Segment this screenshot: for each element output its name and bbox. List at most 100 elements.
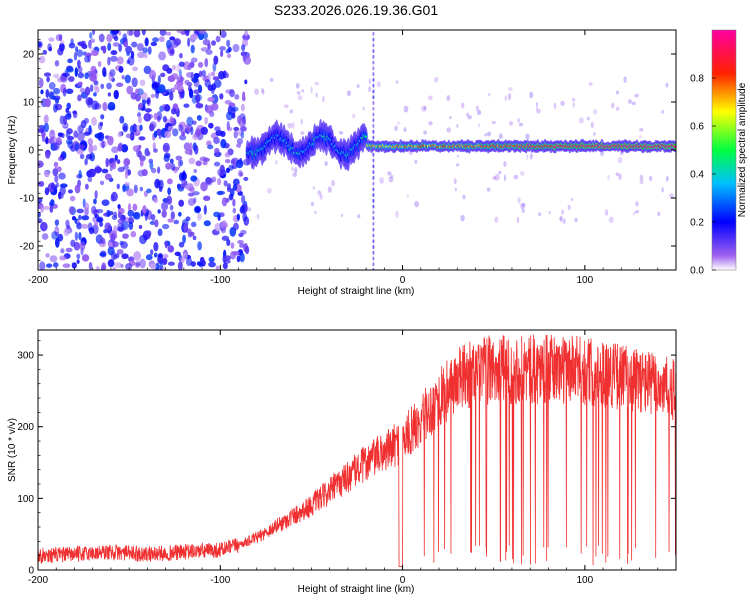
heatmap-cell	[106, 82, 112, 90]
heatmap-cell	[494, 216, 499, 223]
heatmap-cell	[75, 46, 79, 53]
heatmap-cell	[388, 176, 394, 183]
heatmap-cell	[67, 76, 75, 82]
heatmap-cell	[177, 85, 184, 93]
heatmap-cell	[163, 154, 170, 163]
heatmap-cell	[229, 188, 235, 197]
heatmap-cell	[372, 204, 375, 209]
heatmap-cell	[220, 138, 227, 149]
heatmap-cell	[60, 40, 65, 45]
heatmap-cell	[163, 104, 171, 112]
heatmap-cell	[60, 248, 65, 254]
heatmap-cell	[427, 95, 433, 101]
heatmap-cell	[146, 188, 152, 194]
heatmap-cell	[661, 187, 664, 193]
heatmap-cell	[193, 72, 200, 79]
heatmap-cell	[162, 253, 169, 259]
heatmap-cell	[634, 93, 640, 98]
heatmap-cell	[244, 245, 250, 255]
heatmap-cell	[242, 91, 246, 100]
heatmap-cell	[179, 134, 187, 141]
colorbar-gradient	[711, 29, 737, 271]
heatmap-cell	[455, 163, 460, 167]
heatmap-cell	[149, 161, 154, 170]
heatmap-cell	[72, 110, 77, 115]
colorbar-tick-label: 0.2	[690, 218, 704, 229]
heatmap-cell	[331, 180, 336, 187]
heatmap-cell	[211, 40, 217, 46]
heatmap-cell	[665, 175, 669, 182]
heatmap-cell	[71, 215, 77, 221]
heatmap-cell	[110, 191, 118, 202]
heatmap-cell	[132, 203, 138, 212]
heatmap-cell	[66, 66, 74, 73]
heatmap-cell	[503, 174, 506, 182]
heatmap-cell	[166, 39, 172, 50]
heatmap-cell	[169, 91, 174, 101]
heatmap-cell	[137, 116, 142, 124]
heatmap-cell	[71, 262, 77, 269]
heatmap-cell	[135, 88, 140, 94]
heatmap-cell	[94, 221, 98, 227]
heatmap-cell	[372, 118, 375, 123]
heatmap-cell	[219, 46, 226, 51]
heatmap-cell	[157, 84, 166, 94]
spectrogram-ylabel: Frequency (Hz)	[7, 116, 18, 185]
heatmap-cell	[241, 194, 246, 204]
heatmap-cell	[535, 102, 539, 106]
heatmap-cell	[346, 90, 352, 97]
heatmap-cell	[142, 205, 147, 215]
y-tick-label: 200	[17, 422, 34, 433]
heatmap-cell	[63, 228, 70, 237]
heatmap-cell	[111, 30, 120, 35]
heatmap-cell	[50, 199, 55, 207]
heatmap-cell	[204, 79, 211, 88]
heatmap-cell	[130, 50, 135, 60]
heatmap-cell	[535, 105, 539, 111]
heatmap-cell	[372, 112, 375, 117]
heatmap-cell	[38, 160, 44, 168]
heatmap-cell	[123, 158, 131, 166]
heatmap-cell	[91, 100, 99, 111]
heatmap-cell	[123, 41, 128, 48]
heatmap-cell	[106, 33, 113, 43]
heatmap-cell	[53, 73, 60, 79]
heatmap-cell	[180, 92, 184, 99]
heatmap-cell	[176, 63, 181, 73]
heatmap-cell	[53, 103, 58, 113]
heatmap-cell	[372, 31, 375, 36]
heatmap-cell	[43, 122, 49, 133]
heatmap-cell	[133, 30, 141, 38]
heatmap-cell	[99, 121, 104, 127]
heatmap-cell	[144, 108, 153, 113]
heatmap-cell	[287, 122, 293, 129]
heatmap-cell	[77, 131, 85, 142]
heatmap-cell	[213, 55, 219, 65]
heatmap-cell	[164, 130, 172, 139]
heatmap-cell	[182, 253, 188, 260]
heatmap-cell	[116, 159, 121, 165]
heatmap-cell	[116, 56, 124, 65]
heatmap-cell	[487, 131, 492, 137]
heatmap-cell	[79, 241, 86, 251]
heatmap-cell	[93, 144, 98, 152]
heatmap-cell	[208, 122, 214, 129]
heatmap-cell	[356, 84, 360, 89]
heatmap-cell	[149, 123, 155, 132]
heatmap-cell	[88, 168, 96, 178]
heatmap-cell	[107, 56, 111, 66]
heatmap-cell	[84, 72, 89, 80]
heatmap-cell	[113, 89, 119, 100]
heatmap-cell	[376, 81, 381, 88]
heatmap-cell	[200, 181, 208, 192]
heatmap-cell	[100, 114, 105, 120]
heatmap-cell	[372, 170, 375, 175]
heatmap-cell	[217, 190, 226, 195]
heatmap-cell	[124, 169, 128, 180]
heatmap-cell	[240, 103, 245, 112]
heatmap-cell	[167, 125, 174, 132]
heatmap-cell	[87, 138, 94, 146]
heatmap-cell	[182, 234, 186, 244]
heatmap-cell	[372, 129, 375, 134]
heatmap-cell	[54, 227, 60, 233]
